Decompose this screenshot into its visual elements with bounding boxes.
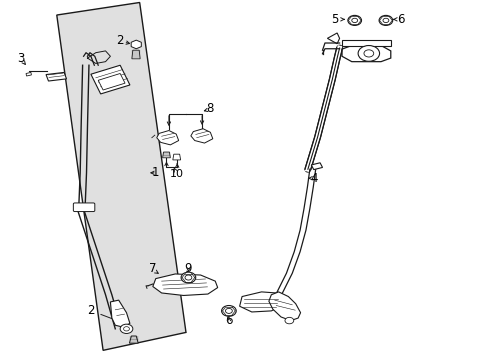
Polygon shape xyxy=(341,45,390,62)
Text: 7: 7 xyxy=(149,262,156,275)
Polygon shape xyxy=(190,129,212,143)
Circle shape xyxy=(351,18,357,23)
Circle shape xyxy=(363,50,373,57)
Polygon shape xyxy=(172,154,180,160)
Circle shape xyxy=(123,327,129,331)
Circle shape xyxy=(347,15,361,26)
Polygon shape xyxy=(129,336,138,343)
Text: 1: 1 xyxy=(151,166,159,179)
Text: 6: 6 xyxy=(224,314,232,327)
Polygon shape xyxy=(239,292,282,312)
Circle shape xyxy=(181,272,195,283)
Circle shape xyxy=(378,15,392,26)
Circle shape xyxy=(285,318,293,324)
Text: 10: 10 xyxy=(170,168,184,179)
Polygon shape xyxy=(26,72,31,76)
Text: 3: 3 xyxy=(18,52,25,65)
Polygon shape xyxy=(153,274,217,296)
Circle shape xyxy=(225,309,232,314)
Text: 8: 8 xyxy=(206,102,214,115)
Circle shape xyxy=(221,306,236,316)
Polygon shape xyxy=(341,40,390,45)
Text: 5: 5 xyxy=(330,13,338,26)
Polygon shape xyxy=(162,152,170,158)
Circle shape xyxy=(184,275,191,280)
Polygon shape xyxy=(132,50,140,59)
Circle shape xyxy=(120,324,133,333)
FancyBboxPatch shape xyxy=(73,203,95,212)
Polygon shape xyxy=(311,163,322,170)
Text: 2: 2 xyxy=(116,34,123,48)
Text: 4: 4 xyxy=(310,172,317,185)
Polygon shape xyxy=(131,40,141,49)
Polygon shape xyxy=(157,131,178,145)
Polygon shape xyxy=(91,65,130,94)
Text: 9: 9 xyxy=(184,262,192,275)
Polygon shape xyxy=(268,292,300,320)
Text: 2: 2 xyxy=(87,305,95,318)
Polygon shape xyxy=(327,33,339,44)
Text: 6: 6 xyxy=(396,13,403,26)
Polygon shape xyxy=(57,3,185,350)
Polygon shape xyxy=(98,73,125,90)
Polygon shape xyxy=(46,72,66,81)
Circle shape xyxy=(382,18,388,23)
Polygon shape xyxy=(110,300,130,327)
Circle shape xyxy=(357,45,379,61)
